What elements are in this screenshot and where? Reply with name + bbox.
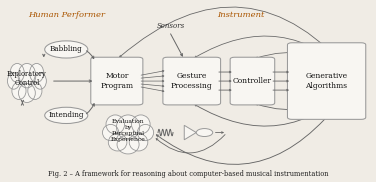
Ellipse shape — [108, 134, 127, 151]
Ellipse shape — [28, 82, 42, 100]
Text: Gesture
Processing: Gesture Processing — [171, 72, 212, 90]
Ellipse shape — [18, 84, 35, 102]
Text: Controller: Controller — [233, 77, 272, 85]
Text: Evaluation
by
Perceptual
Experience: Evaluation by Perceptual Experience — [111, 119, 146, 142]
Ellipse shape — [137, 124, 154, 141]
Polygon shape — [184, 125, 196, 140]
Text: Motor
Program: Motor Program — [100, 72, 133, 90]
Ellipse shape — [117, 135, 139, 154]
Ellipse shape — [12, 82, 26, 100]
FancyBboxPatch shape — [91, 57, 143, 105]
Circle shape — [196, 128, 213, 136]
Ellipse shape — [129, 134, 148, 151]
Text: Instrument: Instrument — [217, 11, 264, 19]
FancyBboxPatch shape — [230, 57, 275, 105]
Ellipse shape — [10, 64, 24, 82]
Text: Babbling: Babbling — [50, 46, 83, 54]
Ellipse shape — [34, 73, 46, 89]
Text: Human Performer: Human Performer — [28, 11, 105, 19]
FancyBboxPatch shape — [163, 57, 221, 105]
Text: Intending: Intending — [49, 111, 84, 119]
Ellipse shape — [132, 115, 150, 134]
Text: Sensors: Sensors — [157, 22, 185, 30]
Ellipse shape — [30, 64, 44, 82]
Text: Exploratory
Control: Exploratory Control — [7, 70, 47, 88]
Text: Fig. 2 – A framework for reasoning about computer-based musical instrumentation: Fig. 2 – A framework for reasoning about… — [48, 170, 328, 178]
Text: Generative
Algorithms: Generative Algorithms — [306, 72, 348, 90]
Ellipse shape — [8, 73, 20, 89]
FancyBboxPatch shape — [288, 43, 366, 119]
Ellipse shape — [103, 124, 119, 141]
Ellipse shape — [117, 115, 139, 139]
Ellipse shape — [106, 115, 124, 134]
Ellipse shape — [45, 41, 88, 58]
Ellipse shape — [18, 64, 36, 88]
Ellipse shape — [45, 107, 88, 124]
